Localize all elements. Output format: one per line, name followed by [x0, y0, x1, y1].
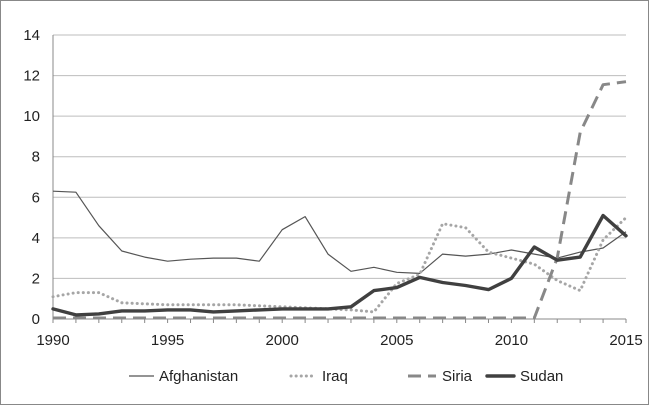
- legend-label: Siria: [442, 368, 473, 385]
- y-tick-label: 10: [23, 108, 40, 125]
- series-lines: [51, 80, 628, 320]
- x-tick-label: 1990: [36, 332, 69, 349]
- y-tick-label: 2: [32, 270, 40, 287]
- series-line-sudan: [51, 213, 628, 317]
- legend-item-siria: Siria: [408, 368, 473, 385]
- x-tick-label: 1995: [151, 332, 184, 349]
- y-tick-label: 14: [23, 27, 40, 44]
- series-line-afghanistan: [52, 190, 627, 274]
- legend: Afghanistan Iraq Siria Sudan: [129, 368, 563, 385]
- series-line-siria: [53, 80, 627, 320]
- x-tick-label: 2015: [609, 332, 642, 349]
- legend-label: Iraq: [322, 368, 348, 385]
- legend-item-sudan: Sudan: [485, 368, 563, 385]
- series-line-iraq: [51, 216, 628, 314]
- legend-item-afghanistan: Afghanistan: [129, 368, 238, 385]
- x-tick-label: 2010: [495, 332, 528, 349]
- y-axis-ticks: 0 2 4 6 8 10 12 14: [23, 27, 40, 328]
- x-tick-label: 2000: [266, 332, 299, 349]
- y-tick-label: 6: [32, 189, 40, 206]
- x-tick-label: 2005: [380, 332, 413, 349]
- y-tick-label: 12: [23, 68, 40, 85]
- y-tick-label: 8: [32, 149, 40, 166]
- gridlines: [52, 34, 626, 320]
- legend-item-iraq: Iraq: [289, 368, 348, 385]
- legend-label: Sudan: [520, 368, 563, 385]
- y-tick-label: 4: [32, 230, 40, 247]
- legend-label: Afghanistan: [159, 368, 238, 385]
- y-tick-label: 0: [32, 311, 40, 328]
- x-axis: 1990 1995 2000 2005 2010 2015: [36, 319, 643, 349]
